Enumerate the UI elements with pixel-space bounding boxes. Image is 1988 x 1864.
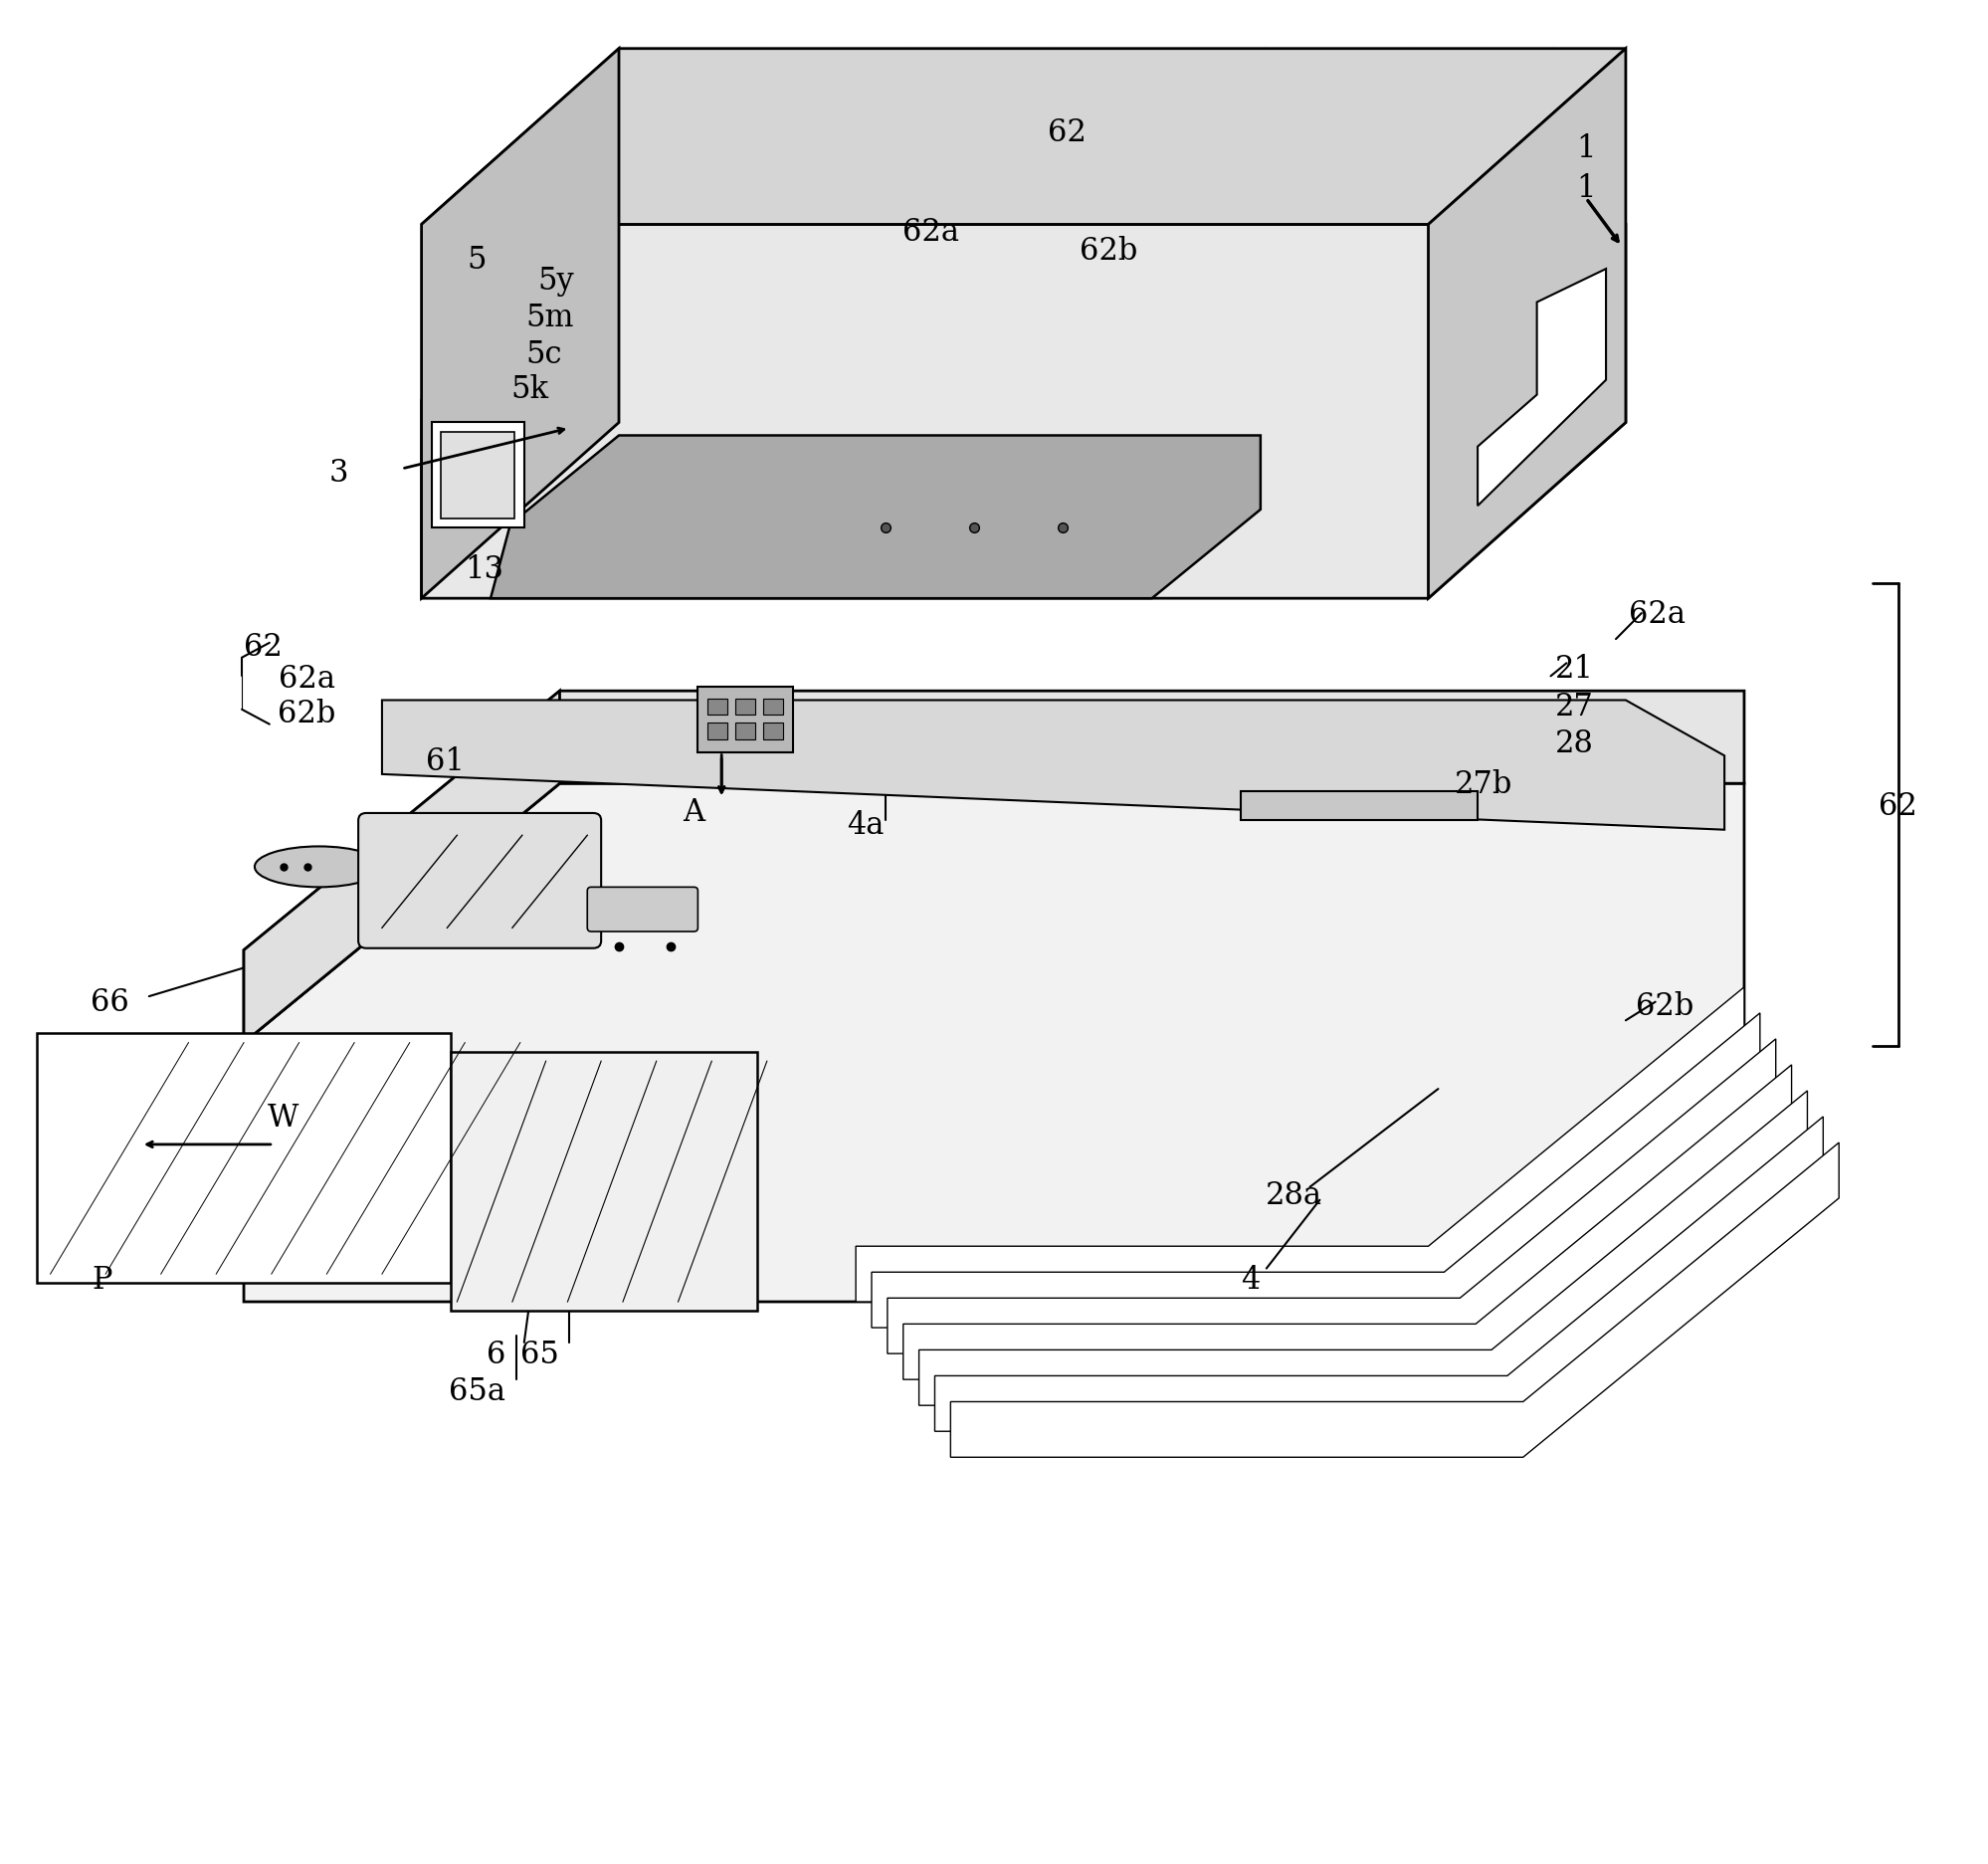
Polygon shape — [855, 988, 1743, 1303]
Ellipse shape — [254, 846, 384, 887]
Text: 62: 62 — [245, 632, 282, 662]
Text: 1: 1 — [1576, 173, 1596, 203]
Text: 27b: 27b — [1455, 768, 1513, 800]
Text: 4a: 4a — [847, 809, 885, 841]
Text: 61: 61 — [425, 746, 465, 777]
Polygon shape — [491, 436, 1260, 598]
Text: 21: 21 — [1555, 654, 1594, 684]
Polygon shape — [36, 1035, 451, 1284]
Text: 28a: 28a — [1266, 1180, 1322, 1210]
Text: A: A — [684, 796, 706, 828]
Bar — [763, 723, 783, 740]
Polygon shape — [421, 50, 618, 598]
Bar — [736, 699, 755, 716]
Text: 5m: 5m — [525, 302, 575, 334]
Text: 1: 1 — [1576, 134, 1596, 164]
Text: P: P — [91, 1264, 111, 1295]
Text: 62: 62 — [1879, 790, 1918, 822]
Polygon shape — [871, 1014, 1759, 1327]
Text: 65: 65 — [521, 1338, 559, 1370]
Bar — [708, 723, 728, 740]
Polygon shape — [934, 1117, 1823, 1432]
Text: 27: 27 — [1555, 692, 1594, 721]
Text: 5y: 5y — [537, 265, 575, 296]
Bar — [708, 699, 728, 716]
Polygon shape — [245, 692, 561, 1044]
Text: 5: 5 — [467, 244, 487, 276]
Text: W: W — [268, 1102, 298, 1133]
Text: 62b: 62b — [1636, 990, 1694, 1021]
Polygon shape — [441, 432, 515, 520]
Bar — [763, 699, 783, 716]
FancyBboxPatch shape — [358, 813, 600, 949]
Text: 5k: 5k — [511, 375, 549, 404]
Text: 62a: 62a — [903, 218, 958, 248]
Text: 3: 3 — [328, 459, 348, 488]
Polygon shape — [431, 423, 525, 529]
Text: 13: 13 — [465, 554, 505, 585]
Text: 65a: 65a — [449, 1376, 505, 1405]
Polygon shape — [1477, 270, 1606, 507]
Text: 66: 66 — [89, 986, 129, 1018]
Text: 6: 6 — [487, 1338, 507, 1370]
Text: 62b: 62b — [278, 699, 336, 729]
Polygon shape — [950, 1143, 1839, 1458]
Text: 28: 28 — [1555, 727, 1594, 759]
Text: 62a: 62a — [1628, 598, 1686, 630]
Polygon shape — [421, 226, 1626, 598]
Polygon shape — [1241, 792, 1477, 820]
Bar — [736, 723, 755, 740]
Polygon shape — [421, 50, 1626, 226]
Polygon shape — [698, 688, 793, 753]
Text: 5c: 5c — [525, 339, 563, 371]
Polygon shape — [382, 701, 1724, 829]
Text: 62b: 62b — [1079, 235, 1137, 267]
Polygon shape — [918, 1090, 1807, 1405]
Polygon shape — [245, 785, 1743, 1303]
Polygon shape — [245, 692, 1743, 1044]
Text: 62: 62 — [1048, 117, 1085, 147]
FancyBboxPatch shape — [586, 887, 698, 932]
Polygon shape — [1427, 50, 1626, 598]
Text: 62a: 62a — [278, 664, 336, 693]
Text: 4: 4 — [1241, 1264, 1260, 1295]
Polygon shape — [451, 1053, 757, 1310]
Polygon shape — [903, 1064, 1791, 1379]
Polygon shape — [887, 1040, 1775, 1353]
